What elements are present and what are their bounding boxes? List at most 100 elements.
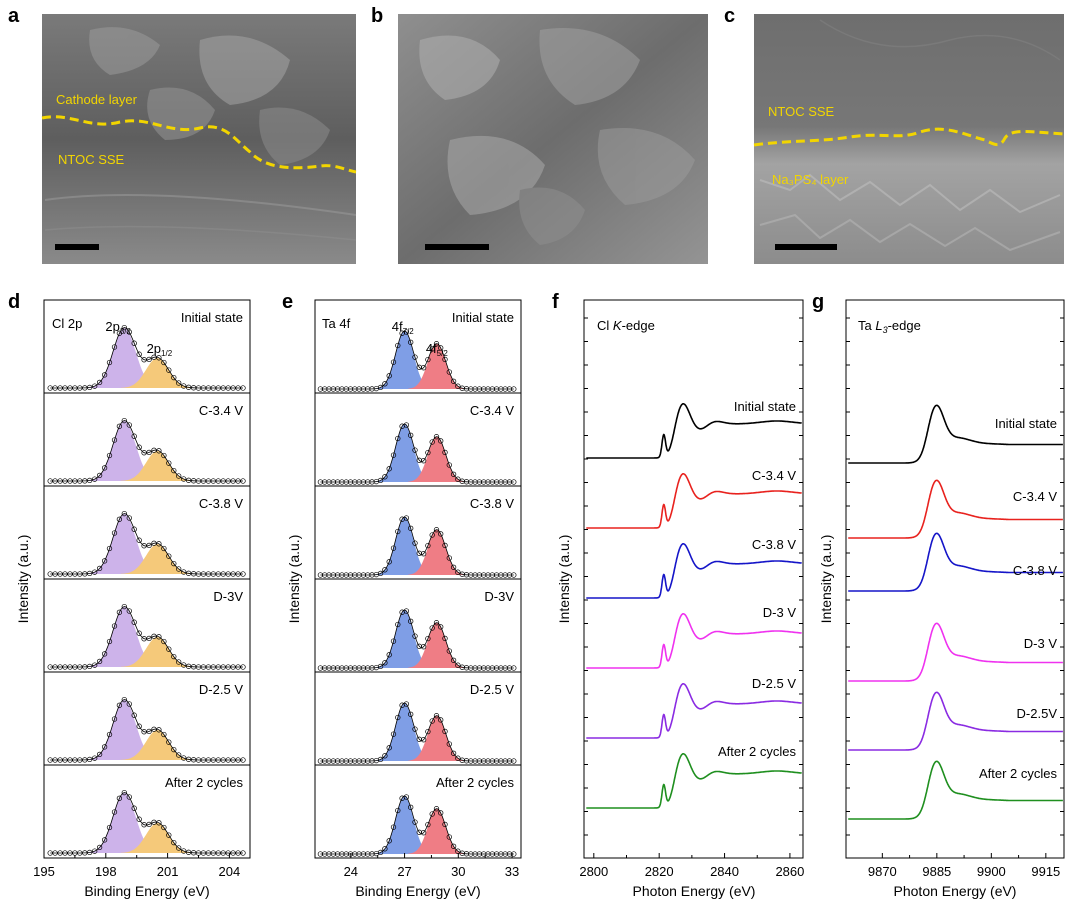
data-point bbox=[126, 608, 132, 614]
data-point bbox=[171, 467, 177, 474]
data-point bbox=[377, 570, 384, 577]
sem-image-c bbox=[754, 14, 1064, 264]
x-tick-label-g-2: 9885 bbox=[922, 864, 951, 879]
sem-texture-c bbox=[759, 19, 1061, 252]
chart-title-f: Cl K-edge bbox=[597, 318, 655, 333]
data-point bbox=[442, 449, 448, 456]
data-point bbox=[156, 820, 162, 826]
data-point bbox=[156, 541, 162, 547]
data-point bbox=[146, 821, 152, 828]
series-line-g-2 bbox=[848, 479, 1063, 539]
peak-fill-d-5-2 bbox=[121, 730, 194, 760]
data-point bbox=[455, 569, 461, 575]
chart-cl-k-edge: Initial state C-3.4 V C-3.8 V D-3 V D-2.5 V A… bbox=[556, 299, 804, 899]
envelope-d-5 bbox=[50, 699, 243, 761]
data-point bbox=[136, 630, 142, 636]
data-point bbox=[146, 449, 152, 456]
data-point bbox=[181, 848, 187, 854]
data-point bbox=[408, 618, 414, 624]
series-label-g-3: C-3.8 V bbox=[1013, 563, 1057, 578]
chart-ta-4f-xps: Initial state C-3.4 V C-3.8 V D-3V D-2.5 V Af… bbox=[286, 299, 522, 899]
peak-label-e-1: 4f7/2 bbox=[392, 319, 415, 336]
data-point bbox=[131, 526, 137, 532]
series-line-g-4 bbox=[848, 622, 1063, 682]
data-point bbox=[106, 545, 113, 552]
data-point bbox=[111, 623, 118, 629]
peak-fill-e-2-2 bbox=[408, 436, 466, 482]
series-label-g-2: C-3.4 V bbox=[1013, 489, 1057, 504]
data-point bbox=[131, 619, 137, 625]
data-point bbox=[111, 344, 118, 350]
data-point bbox=[450, 843, 457, 849]
scale-bar-b bbox=[425, 244, 489, 250]
data-point bbox=[420, 830, 427, 836]
data-point bbox=[111, 530, 118, 536]
sem-texture-a bbox=[44, 27, 357, 241]
panel-letter-d: d bbox=[8, 291, 20, 313]
series-label-f-5: D-2.5 V bbox=[752, 676, 796, 691]
data-point bbox=[429, 811, 435, 817]
x-axis-label-d: Binding Energy (eV) bbox=[84, 883, 209, 899]
data-point bbox=[446, 555, 452, 561]
chart-title-g-pre: Ta bbox=[858, 318, 875, 333]
data-point bbox=[442, 542, 448, 549]
data-point bbox=[166, 367, 172, 373]
data-point bbox=[121, 510, 127, 517]
peak-fill-e-5-2 bbox=[408, 715, 466, 761]
data-point bbox=[121, 324, 127, 331]
series-label-d-2: C-3.4 V bbox=[199, 403, 243, 418]
envelope-e-4 bbox=[320, 609, 514, 669]
data-point bbox=[106, 824, 113, 831]
data-point bbox=[116, 516, 123, 522]
peak-fill-e-3-2 bbox=[408, 529, 466, 575]
panel-a: a Cathode layer NTOC SSE bbox=[8, 5, 357, 264]
series-label-d-6: After 2 cycles bbox=[165, 775, 244, 790]
data-point bbox=[433, 527, 440, 533]
data-point bbox=[425, 635, 431, 642]
envelope-e-3 bbox=[320, 516, 514, 576]
series-line-g-5 bbox=[848, 691, 1063, 751]
data-point bbox=[96, 844, 103, 851]
peak-fill-e-3-1 bbox=[375, 517, 434, 575]
data-point bbox=[395, 435, 401, 442]
data-point bbox=[408, 525, 414, 531]
peak-label-d-1: 2p3/2 bbox=[105, 319, 131, 336]
x-tick-label-g-4: 9915 bbox=[1031, 864, 1060, 879]
data-point bbox=[395, 714, 401, 721]
data-point bbox=[420, 644, 427, 650]
panel-c: c NTOC SSE Na₃PS₄ layer bbox=[724, 5, 1065, 264]
peak-fill-d-6-2 bbox=[121, 823, 194, 853]
data-point bbox=[408, 432, 414, 438]
data-point bbox=[382, 753, 388, 759]
data-point bbox=[101, 372, 108, 378]
envelope-e-5 bbox=[320, 702, 514, 762]
series-label-e-1: Initial state bbox=[452, 310, 514, 325]
data-point bbox=[116, 423, 123, 429]
data-point bbox=[429, 346, 435, 352]
envelope-d-3 bbox=[50, 513, 243, 575]
data-point bbox=[450, 564, 457, 570]
envelope-e-6 bbox=[320, 795, 514, 855]
data-point bbox=[408, 804, 414, 810]
data-point bbox=[382, 660, 388, 666]
data-point bbox=[136, 816, 142, 822]
data-point bbox=[146, 542, 152, 549]
x-axis-label-f: Photon Energy (eV) bbox=[633, 883, 756, 899]
data-point bbox=[408, 339, 414, 345]
interface-line-a bbox=[41, 115, 357, 174]
data-point bbox=[146, 356, 152, 363]
series-label-d-3: C-3.8 V bbox=[199, 496, 243, 511]
data-point bbox=[96, 751, 103, 758]
x-tick-label-f-1: 2800 bbox=[579, 864, 608, 879]
x-tick-label-e-3: 30 bbox=[451, 864, 465, 879]
sem-label-cathode-layer: Cathode layer bbox=[56, 92, 138, 107]
data-point bbox=[156, 727, 162, 733]
series-line-f-5 bbox=[586, 683, 802, 739]
data-point bbox=[161, 824, 167, 831]
series-label-e-5: D-2.5 V bbox=[470, 682, 514, 697]
x-tick-label-e-4: 33 bbox=[505, 864, 519, 879]
data-point bbox=[412, 819, 418, 825]
data-point bbox=[420, 551, 427, 557]
chart-title-e: Ta 4f bbox=[322, 316, 351, 331]
